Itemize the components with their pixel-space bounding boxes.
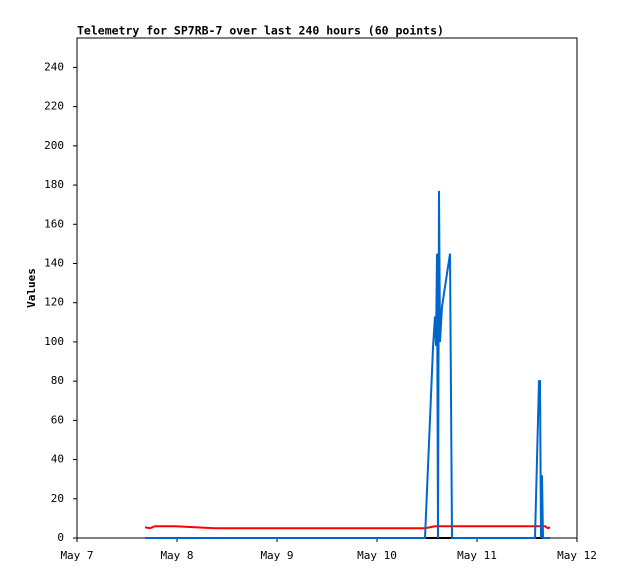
x-tick-label: May 12 <box>557 549 597 562</box>
x-tick-label: May 10 <box>357 549 397 562</box>
series-line <box>145 190 550 539</box>
x-tick-label: May 9 <box>260 549 293 562</box>
y-tick-label: 120 <box>44 296 64 309</box>
y-tick-label: 140 <box>44 256 64 269</box>
y-tick-label: 40 <box>51 453 64 466</box>
y-tick-label: 200 <box>44 139 64 152</box>
y-tick-label: 220 <box>44 100 64 113</box>
series-line <box>144 525 551 530</box>
plot-frame <box>76 37 578 539</box>
chart-title: Telemetry for SP7RB-7 over last 240 hour… <box>77 24 444 38</box>
y-tick-label: 240 <box>44 60 64 73</box>
y-axis-label: Values <box>25 268 38 308</box>
x-tick-label: May 8 <box>160 549 193 562</box>
y-tick-label: 60 <box>51 413 64 426</box>
y-tick-label: 160 <box>44 217 64 230</box>
y-tick-label: 80 <box>51 374 64 387</box>
y-tick-label: 100 <box>44 335 64 348</box>
x-tick-label: May 7 <box>60 549 93 562</box>
y-tick-label: 0 <box>57 531 64 544</box>
y-tick-label: 20 <box>51 492 64 505</box>
x-tick-label: May 11 <box>457 549 497 562</box>
y-tick-label: 180 <box>44 178 64 191</box>
